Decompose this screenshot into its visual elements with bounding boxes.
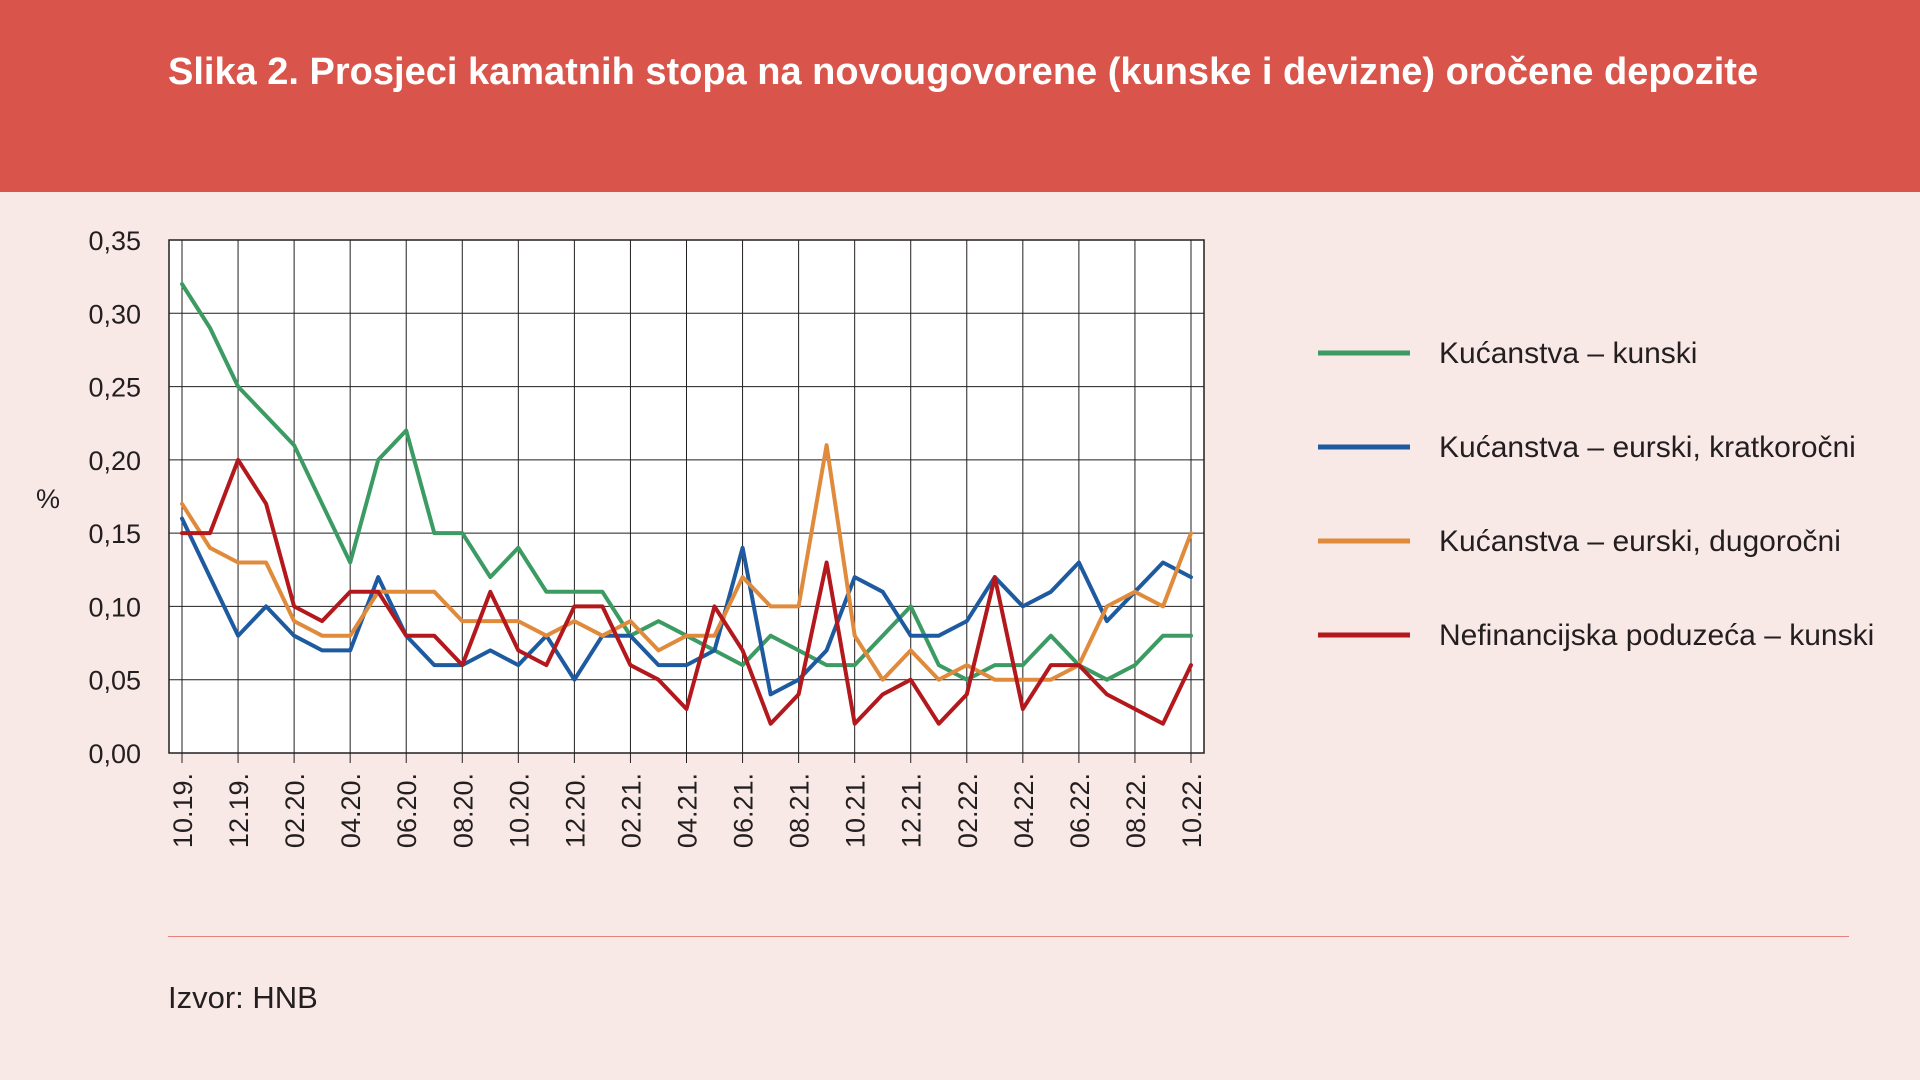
legend: Kućanstva – kunski Kućanstva – eurski, kr… [1318, 337, 1874, 652]
x-tick-label: 12.21. [897, 773, 927, 848]
y-tick-label: 0,05 [88, 666, 141, 696]
x-tick-label: 12.19. [224, 773, 254, 848]
source-divider [168, 936, 1849, 937]
series-line-2 [180, 516, 1193, 697]
x-tick-label: 02.22. [953, 773, 983, 848]
y-tick-label: 0,10 [88, 592, 141, 622]
chart-title: Slika 2. Prosjeci kamatnih stopa na novo… [168, 51, 1759, 93]
x-tick-label: 04.21. [673, 773, 703, 848]
plot-area: 0,00 0,05 0,10 0,15 0,20 0,25 0,30 0,35% 10.19. 1… [36, 226, 1207, 848]
plot-border [168, 239, 1205, 754]
line-chart: 0,00 0,05 0,10 0,15 0,20 0,25 0,30 0,35% 10.19. 1… [36, 226, 1874, 848]
series-line-3 [180, 443, 1193, 682]
series-line-4 [180, 457, 1193, 726]
x-tick-label: 08.22. [1121, 773, 1151, 848]
x-tick-label: 08.20. [448, 773, 478, 848]
legend-label: Kućanstva – eurski, kratkoročni [1439, 431, 1856, 464]
x-tick-label: 06.20. [392, 773, 422, 848]
x-tick-label: 08.21. [785, 773, 815, 848]
legend-label: Kućanstva – kunski [1439, 337, 1697, 370]
x-tick-label: 02.21. [616, 773, 646, 848]
y-tick-label: 0,25 [88, 373, 141, 403]
y-tick-label: 0,30 [88, 299, 141, 329]
y-axis-label: % [36, 484, 60, 514]
header-bar: Slika 2. Prosjeci kamatnih stopa na novo… [0, 0, 1920, 192]
x-tick-label: 04.20. [336, 773, 366, 848]
x-tick-label: 02.20. [280, 773, 310, 848]
y-tick-label: 0,15 [88, 519, 141, 549]
legend-label: Kućanstva – eurski, dugoročni [1439, 525, 1841, 558]
x-tick-label: 06.21. [729, 773, 759, 848]
x-tick-label: 10.22. [1177, 773, 1207, 848]
x-tick-label: 12.20. [560, 773, 590, 848]
x-tick-label: 06.22. [1065, 773, 1095, 848]
x-tick-label: 10.20. [504, 773, 534, 848]
legend-label: Nefinancijska poduzeća – kunski [1439, 619, 1874, 652]
y-tick-label: 0,35 [88, 226, 141, 256]
y-tick-label: 0,00 [88, 739, 141, 769]
source-note: Izvor: HNB [168, 980, 318, 1015]
x-tick-label: 04.22. [1009, 773, 1039, 848]
y-tick-label: 0,20 [88, 446, 141, 476]
x-tick-label: 10.19. [168, 773, 198, 848]
x-tick-label: 10.21. [841, 773, 871, 848]
